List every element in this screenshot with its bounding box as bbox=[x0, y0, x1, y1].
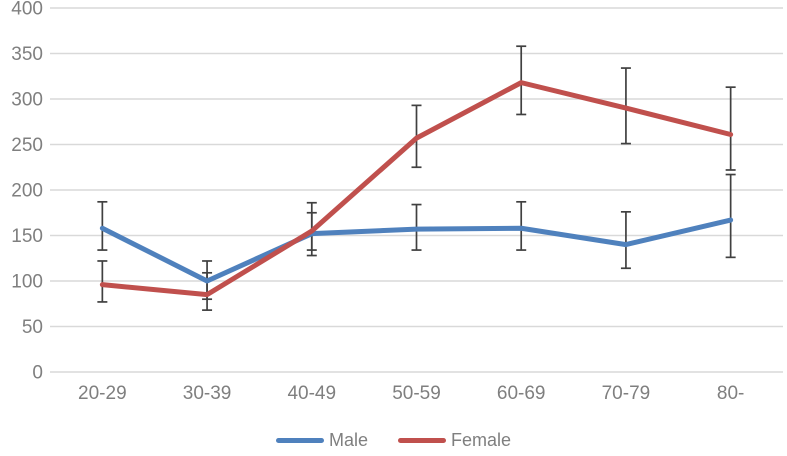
error-bar-male bbox=[725, 173, 736, 259]
y-axis-tick-label: 350 bbox=[11, 44, 43, 65]
x-axis-tick-label: 70-79 bbox=[602, 383, 651, 404]
legend-swatch-female bbox=[397, 437, 446, 443]
y-axis-labels: 0 50 100 150 200 250 300 350 400 bbox=[11, 0, 43, 384]
y-axis-tick-label: 150 bbox=[11, 226, 43, 247]
error-bars bbox=[97, 45, 736, 311]
y-axis-tick-label: 0 bbox=[32, 363, 43, 384]
legend-label: Female bbox=[450, 430, 512, 450]
series-line-male bbox=[99, 217, 734, 284]
x-axis-tick-label: 40-49 bbox=[287, 383, 336, 404]
y-axis-tick-label: 300 bbox=[11, 90, 43, 111]
error-bar-female bbox=[97, 260, 108, 303]
y-axis-tick-label: 200 bbox=[11, 181, 43, 202]
series-lines bbox=[99, 80, 734, 298]
legend-swatch-male bbox=[275, 437, 324, 443]
x-axis-tick-label: 50-59 bbox=[392, 383, 441, 404]
legend-label: Male bbox=[328, 430, 368, 450]
x-axis-tick-label: 20-29 bbox=[78, 383, 127, 404]
y-axis-tick-label: 400 bbox=[11, 0, 43, 20]
x-axis-tick-label: 80- bbox=[717, 383, 744, 404]
legend-item-female: Female bbox=[397, 430, 512, 450]
gridlines bbox=[50, 7, 783, 373]
error-bar-male bbox=[620, 210, 631, 270]
legend-item-male: Male bbox=[275, 430, 368, 450]
x-axis-tick-label: 30-39 bbox=[183, 383, 232, 404]
y-axis-tick-label: 50 bbox=[22, 317, 43, 338]
error-bar-female bbox=[725, 86, 736, 171]
y-axis-tick-label: 250 bbox=[11, 135, 43, 156]
y-axis-tick-label: 100 bbox=[11, 272, 43, 293]
series-line-female bbox=[99, 80, 734, 298]
legend: Male Female bbox=[0, 429, 787, 451]
x-axis-tick-label: 60-69 bbox=[497, 383, 546, 404]
x-axis-labels: 20-29 30-39 40-49 50-59 60-69 70-79 80- bbox=[78, 383, 744, 404]
